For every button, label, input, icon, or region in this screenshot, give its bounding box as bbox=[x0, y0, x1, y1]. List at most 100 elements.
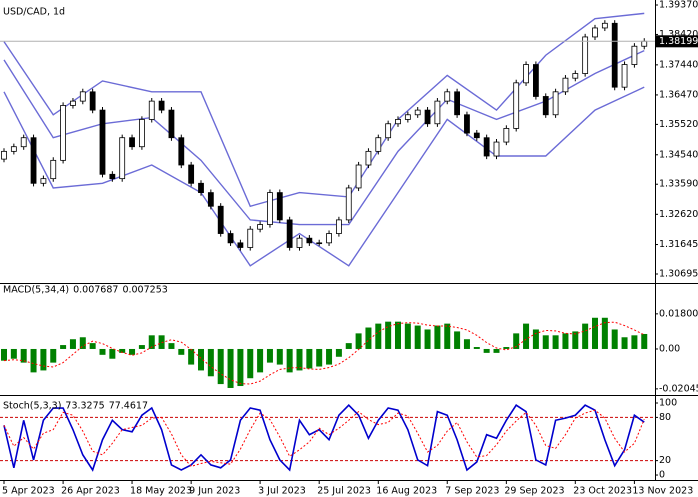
chart-title: USD/CAD, 1d bbox=[3, 7, 65, 18]
macd-bar bbox=[276, 348, 283, 365]
candle-body bbox=[503, 128, 510, 143]
candle-body bbox=[158, 100, 165, 111]
candle-body bbox=[533, 64, 539, 97]
macd-bar bbox=[621, 337, 628, 349]
candle-body bbox=[414, 109, 421, 116]
candle-body bbox=[424, 109, 431, 125]
candle-body bbox=[60, 105, 66, 161]
y-tick-label: -0.020458 bbox=[659, 383, 698, 394]
candle-body bbox=[257, 224, 264, 230]
macd-bar bbox=[286, 348, 293, 373]
band-middle bbox=[3, 49, 645, 226]
candle-body bbox=[1, 150, 7, 160]
candle-body bbox=[641, 40, 648, 47]
y-tick-label: 1.37440 bbox=[659, 59, 698, 70]
macd-bar bbox=[40, 348, 47, 371]
candle-body bbox=[326, 233, 332, 244]
candle-body bbox=[70, 100, 76, 106]
candle-body bbox=[582, 36, 589, 74]
candle-body bbox=[296, 237, 303, 248]
macd-bar bbox=[109, 348, 116, 359]
candle-body bbox=[40, 178, 47, 184]
macd-bar bbox=[148, 335, 155, 349]
macd-bar bbox=[296, 348, 303, 371]
macd-bar bbox=[611, 329, 618, 349]
candle-body bbox=[434, 100, 441, 125]
candle-body bbox=[385, 123, 392, 139]
candle-body bbox=[404, 114, 411, 120]
y-tick-label: 1.33590 bbox=[659, 179, 698, 190]
candle-body bbox=[188, 164, 195, 184]
candle-body bbox=[513, 82, 520, 129]
y-tick-label: 1.38420 bbox=[659, 29, 698, 40]
candle-body bbox=[207, 192, 214, 207]
candle-body bbox=[306, 237, 313, 244]
macd-bar bbox=[365, 327, 372, 349]
candle-body bbox=[464, 114, 470, 134]
band-lower bbox=[3, 86, 645, 267]
candle-body bbox=[109, 173, 116, 180]
candle-body bbox=[365, 150, 372, 166]
macd-bar bbox=[523, 323, 530, 349]
macd-bar bbox=[454, 331, 461, 349]
title-value: 0.007687 bbox=[73, 285, 118, 296]
candle-body bbox=[631, 45, 638, 65]
candle-body bbox=[473, 132, 480, 139]
macd-bar bbox=[79, 337, 86, 349]
macd-bar bbox=[237, 348, 244, 387]
candle-body bbox=[119, 137, 126, 180]
x-tick-label: 16 Aug 2023 bbox=[376, 486, 437, 497]
candle-body bbox=[493, 141, 500, 157]
macd-bar bbox=[257, 348, 264, 373]
plot-layer bbox=[0, 12, 655, 472]
macd-bar bbox=[473, 347, 480, 349]
x-tick-label: 9 Jun 2023 bbox=[189, 486, 240, 497]
macd-bar bbox=[424, 329, 431, 349]
y-tick-label: 0.018009 bbox=[659, 308, 698, 319]
candle-body bbox=[316, 242, 323, 245]
candle-body bbox=[247, 228, 254, 248]
macd-bar bbox=[463, 339, 470, 349]
x-tick-label: 29 Sep 2023 bbox=[504, 486, 564, 497]
macd-bar bbox=[582, 323, 589, 349]
candle-body bbox=[237, 242, 244, 248]
candle-body bbox=[267, 192, 273, 225]
y-tick-label: 0.00 bbox=[659, 343, 680, 354]
macd-title: MACD(5,34,4) bbox=[3, 285, 69, 296]
y-tick-label: 80 bbox=[659, 412, 671, 423]
macd-bar bbox=[572, 331, 579, 349]
x-tick-label: 26 Apr 2023 bbox=[61, 486, 120, 497]
macd-bar bbox=[542, 335, 549, 349]
candle-body bbox=[30, 137, 37, 184]
macd-bar bbox=[493, 348, 500, 353]
macd-bar bbox=[69, 339, 76, 349]
macd-bar bbox=[99, 348, 106, 355]
candle-body bbox=[345, 187, 352, 221]
y-tick-label: 1.35520 bbox=[659, 119, 698, 130]
macd-bar bbox=[355, 333, 362, 349]
y-tick-label: 100 bbox=[659, 397, 677, 408]
candle-body bbox=[572, 73, 579, 79]
x-tick-label: 25 Jul 2023 bbox=[317, 486, 371, 497]
last-price-box bbox=[656, 35, 698, 48]
candle-body bbox=[286, 219, 293, 248]
macd-bar bbox=[217, 348, 224, 385]
candle-body bbox=[148, 100, 155, 120]
macd-bar bbox=[227, 348, 234, 388]
macd-bar bbox=[552, 335, 559, 349]
macd-bar bbox=[129, 348, 136, 355]
macd-bar bbox=[503, 347, 510, 349]
title-value: 73.3275 bbox=[65, 401, 104, 412]
y-tick-label: 20 bbox=[659, 455, 671, 466]
candle-body bbox=[50, 159, 57, 180]
candle-body bbox=[542, 96, 549, 116]
y-tick-label: 1.36470 bbox=[659, 89, 698, 100]
candle-body bbox=[335, 219, 342, 234]
stoch-title: Stoch(5,3,3) bbox=[3, 401, 61, 412]
macd-bar bbox=[138, 345, 145, 349]
candle-body bbox=[99, 109, 106, 175]
candle-body bbox=[276, 192, 283, 221]
macd-bar bbox=[1, 348, 7, 361]
macd-bar bbox=[168, 343, 175, 349]
